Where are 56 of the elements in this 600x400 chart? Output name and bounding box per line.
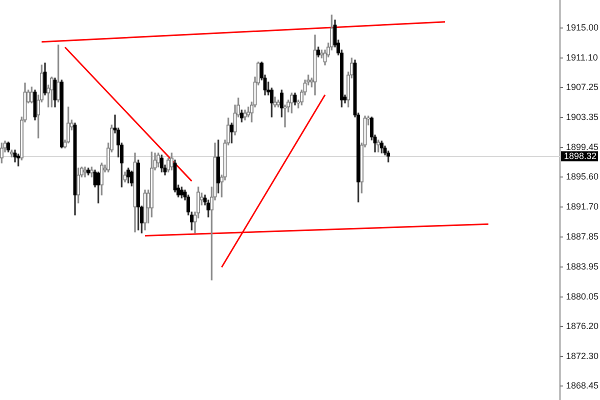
candlestick [240, 110, 244, 122]
candlestick [156, 152, 160, 168]
candlestick [123, 172, 127, 182]
candlestick [83, 166, 87, 178]
candlestick [143, 190, 147, 230]
y-tick-label: 1880.05 [566, 291, 599, 302]
candlestick [290, 92, 294, 114]
y-tick-label: 1891.70 [566, 202, 599, 212]
candlestick [43, 62, 47, 96]
candlestick [133, 152, 137, 232]
y-tick-label: 1872.30 [566, 350, 599, 361]
candlestick [100, 162, 104, 196]
y-tick-label: 1876.20 [566, 320, 599, 331]
candlestick [130, 170, 134, 186]
y-tick-label: 1911.10 [566, 52, 598, 62]
candlestick [170, 152, 174, 170]
y-tick-label: 1895.60 [566, 172, 599, 182]
y-tick-label: 1915.00 [566, 22, 599, 32]
candlestick [33, 90, 37, 120]
candlestick [160, 154, 164, 172]
candlestick [313, 34, 317, 96]
candlestick [273, 96, 277, 108]
candlestick [96, 172, 100, 204]
candlestick [376, 140, 380, 152]
candlestick [76, 168, 80, 204]
candlestick [180, 186, 184, 198]
candlestick [56, 44, 60, 102]
candlestick [316, 46, 320, 58]
candlestick [0, 142, 4, 164]
y-tick-label: 1883.95 [566, 261, 599, 272]
candlestick [293, 92, 297, 106]
y-tick-label: 1887.85 [566, 231, 599, 242]
candlestick [16, 154, 20, 166]
candlestick [380, 140, 384, 154]
candlestick [90, 166, 94, 178]
ref-line-label: 1898.32 [564, 150, 597, 161]
candlestick [73, 122, 77, 216]
candlestick [30, 86, 34, 104]
candlestick [216, 140, 220, 194]
y-tick-label: 1907.25 [566, 82, 599, 92]
candlestick [136, 160, 140, 230]
candlestick [60, 80, 64, 148]
candlestick [53, 78, 57, 108]
candlestick [6, 142, 10, 152]
candlestick [276, 100, 280, 108]
candlestick [243, 110, 247, 120]
candlestick [10, 150, 14, 158]
y-tick-label: 1903.35 [566, 112, 599, 122]
candlestick [126, 168, 130, 184]
y-tick-label: 1868.45 [566, 380, 599, 391]
candlestick [86, 168, 90, 176]
candlestick [50, 76, 54, 108]
candlestick [230, 122, 234, 144]
y-tick-label: 1899.45 [566, 142, 599, 152]
candlestick [280, 90, 284, 118]
candlestick [13, 150, 17, 162]
